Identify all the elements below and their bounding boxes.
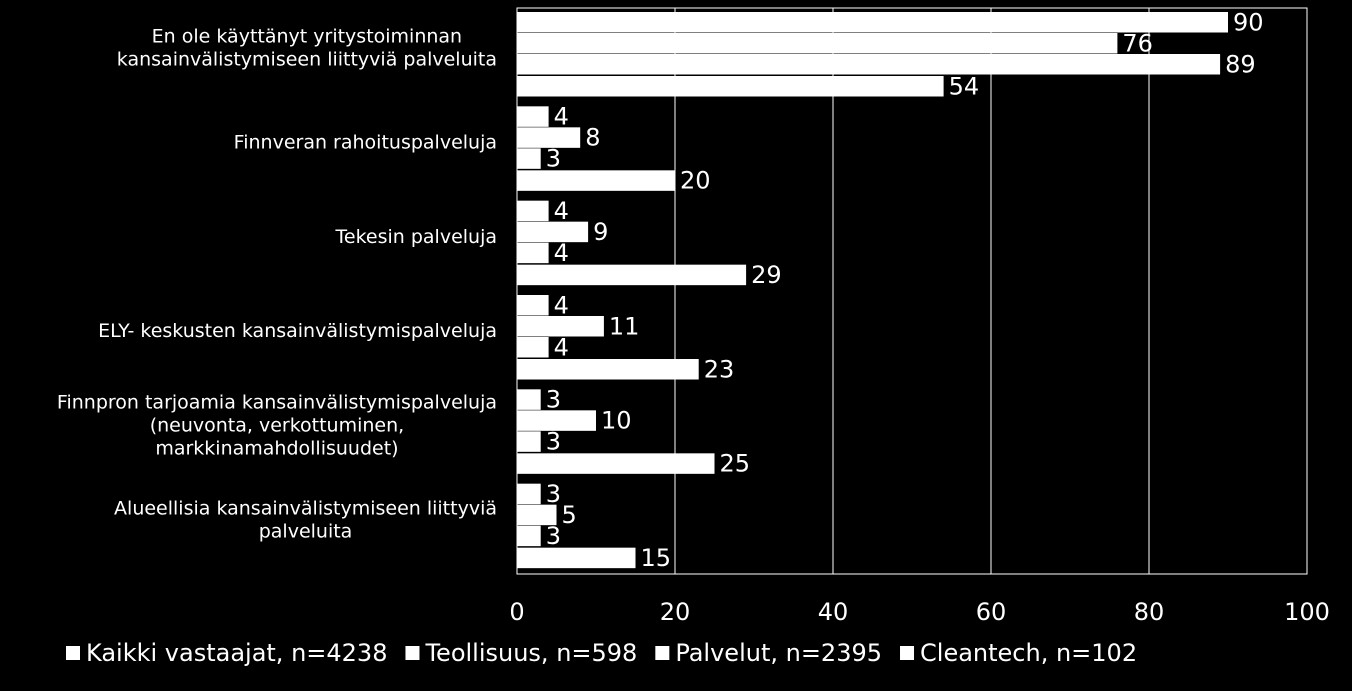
category-label-line: palveluita	[259, 520, 353, 542]
data-label: 29	[751, 261, 782, 289]
category-label-line: markkinamahdollisuudet)	[155, 438, 398, 460]
category-label: ELY- keskusten kansainvälistymispalveluj…	[98, 320, 497, 342]
category-label-line: Tekesin palveluja	[335, 226, 498, 248]
bar	[517, 453, 715, 474]
data-label: 4	[554, 333, 569, 361]
data-label: 3	[546, 522, 561, 550]
bar	[517, 127, 581, 148]
category-label: Finnpron tarjoamia kansainvälistymispalv…	[57, 392, 497, 460]
category-labels: En ole käyttänyt yritystoiminnan kansainv…	[57, 26, 497, 543]
legend-label: Cleantech, n=102	[920, 639, 1137, 667]
data-label: 10	[601, 407, 632, 435]
bar	[517, 148, 541, 169]
legend-swatch	[655, 646, 670, 660]
bar	[517, 170, 675, 191]
bar	[517, 359, 699, 380]
plot-area	[516, 7, 1308, 575]
data-label: 3	[546, 145, 561, 173]
bar	[517, 337, 549, 358]
x-axis-tick-labels: 0 20 40 60 80 100	[509, 598, 1330, 626]
legend-swatch	[405, 646, 420, 660]
data-label: 15	[641, 544, 672, 572]
legend-swatch	[900, 646, 915, 660]
bar	[517, 106, 549, 127]
bar	[517, 200, 549, 222]
legend-swatch	[66, 646, 80, 660]
x-tick-label: 60	[976, 598, 1007, 626]
legend-label: Teollisuus, n=598	[424, 639, 637, 667]
bar	[517, 54, 1221, 75]
data-label: 3	[546, 428, 561, 456]
category-label: En ole käyttänyt yritystoiminnan kansainv…	[117, 26, 497, 71]
data-label: 5	[562, 501, 577, 529]
data-label: 4	[554, 197, 569, 225]
x-tick-label: 20	[660, 598, 691, 626]
data-label: 9	[593, 218, 608, 246]
plot-frame	[516, 7, 1308, 575]
bar	[517, 221, 589, 243]
category-label-line: Alueellisia kansainvälistymiseen liittyv…	[114, 497, 497, 519]
category-label: Tekesin palveluja	[335, 226, 498, 248]
bar	[517, 76, 944, 97]
category-label-line: Finnpron tarjoamia kansainvälistymispalv…	[57, 392, 497, 414]
bar	[517, 316, 604, 337]
data-label: 76	[1122, 29, 1153, 57]
bar	[517, 12, 1228, 33]
bars	[517, 12, 1228, 569]
data-label: 3	[546, 386, 561, 414]
legend: Kaikki vastaajat, n=4238 Teollisuus, n=59…	[66, 639, 1137, 667]
data-label: 4	[554, 103, 569, 131]
data-label: 25	[720, 450, 751, 478]
x-tick-label: 100	[1284, 598, 1330, 626]
bar	[517, 33, 1118, 54]
category-label-line: ELY- keskusten kansainvälistymispalveluj…	[98, 320, 497, 342]
bar	[517, 525, 541, 547]
data-label: 4	[554, 239, 569, 267]
bar	[517, 410, 596, 431]
bar	[517, 547, 636, 569]
data-label: 90	[1233, 8, 1264, 36]
bar	[517, 264, 747, 286]
bar	[517, 389, 541, 410]
legend-label: Kaikki vastaajat, n=4238	[86, 639, 387, 667]
bar	[517, 431, 541, 452]
data-label: 20	[680, 167, 711, 195]
bar	[517, 483, 541, 505]
data-label: 4	[554, 291, 569, 319]
data-label: 11	[609, 312, 640, 340]
category-label-line: En ole käyttänyt yritystoiminnan	[152, 26, 462, 48]
legend-label: Palvelut, n=2395	[675, 639, 882, 667]
data-label: 8	[585, 124, 600, 152]
bar	[517, 242, 549, 264]
category-label-line: kansainvälistymiseen liittyviä palveluit…	[117, 49, 497, 71]
data-label: 3	[546, 480, 561, 508]
category-label: Finnveran rahoituspalveluja	[234, 132, 497, 154]
x-tick-label: 40	[818, 598, 849, 626]
gridlines	[674, 8, 1150, 574]
bar	[517, 504, 557, 526]
category-label-line: (neuvonta, verkottuminen,	[150, 415, 405, 437]
category-label: Alueellisia kansainvälistymiseen liittyv…	[114, 497, 497, 542]
bar	[517, 295, 549, 316]
data-label: 89	[1225, 50, 1256, 78]
category-label-line: Finnveran rahoituspalveluja	[234, 132, 497, 154]
data-label: 54	[949, 72, 980, 100]
data-label: 23	[704, 355, 735, 383]
x-tick-label: 0	[509, 598, 524, 626]
x-tick-label: 80	[1134, 598, 1165, 626]
